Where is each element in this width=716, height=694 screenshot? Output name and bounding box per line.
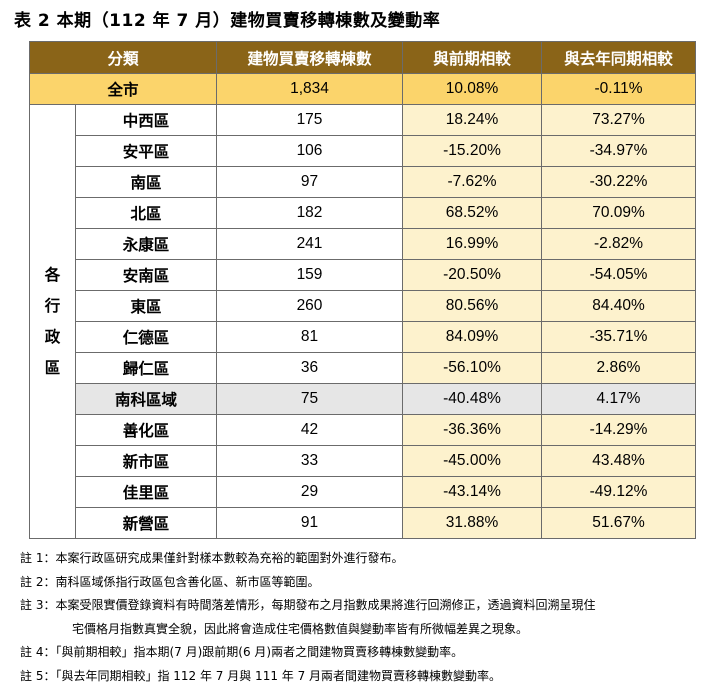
note-5: 註 5：「與去年同期相較」指 112 年 7 月與 111 年 7 月兩者間建物…	[20, 668, 502, 683]
table-row: 南區 97 -7.62% -30.22%	[30, 166, 696, 198]
table-row: 各 行 政 區 中西區 175 18.24% 73.27%	[29, 104, 696, 539]
total-row: 全市 1,834 10.08% -0.11%	[29, 73, 696, 105]
district-yoy: 73.27%	[541, 104, 696, 136]
note-3: 註 3：本案受限實價登錄資料有時間落差情形，每期發布之月指數成果將進行回溯修正，…	[20, 598, 596, 613]
district-name: 善化區	[75, 414, 217, 446]
district-prev: 80.56%	[402, 290, 542, 322]
district-yoy: 70.09%	[541, 197, 696, 229]
header-count: 建物買賣移轉棟數	[216, 41, 403, 74]
table-row: 新市區 33 -45.00% 43.48%	[30, 445, 696, 477]
table-row: 歸仁區 36 -56.10% 2.86%	[30, 352, 696, 384]
district-prev: 16.99%	[402, 228, 542, 260]
district-name: 東區	[75, 290, 217, 322]
note-1: 註 1：本案行政區研究成果僅針對樣本數較為充裕的範圍對外進行發布。	[20, 551, 404, 565]
district-prev: -56.10%	[402, 352, 542, 384]
district-prev: -7.62%	[402, 166, 542, 198]
table-row: 善化區 42 -36.36% -14.29%	[30, 414, 696, 446]
total-prev: 10.08%	[402, 73, 542, 105]
district-count: 33	[216, 445, 403, 477]
transfer-table: 分類 建物買賣移轉棟數 與前期相較 與去年同期相較 全市 1,834 10.08…	[29, 41, 696, 539]
district-name: 歸仁區	[75, 352, 217, 384]
district-count: 106	[216, 135, 403, 167]
district-name: 永康區	[75, 228, 217, 260]
note-3-continued: 宅價格月指數真實全貌，因此將會造成住宅價格數值與變動率皆有所微幅差異之現象。	[72, 621, 529, 636]
district-yoy: 43.48%	[541, 445, 696, 477]
district-prev: 68.52%	[402, 197, 542, 229]
table-row: 佳里區 29 -43.14% -49.12%	[30, 476, 696, 508]
district-prev: 18.24%	[402, 104, 542, 136]
group-char: 政	[44, 328, 61, 346]
district-count: 91	[216, 507, 403, 539]
district-name: 北區	[75, 197, 217, 229]
table-row: 仁德區 81 84.09% -35.71%	[30, 321, 696, 353]
district-count: 175	[216, 104, 403, 136]
district-count: 75	[216, 383, 403, 415]
table-row: 安平區 106 -15.20% -34.97%	[30, 135, 696, 167]
district-count: 182	[216, 197, 403, 229]
header-prev: 與前期相較	[402, 41, 542, 74]
header-category: 分類	[29, 41, 217, 74]
group-char: 行	[44, 297, 61, 315]
table-row: 東區 260 80.56% 84.40%	[30, 290, 696, 322]
district-yoy: -14.29%	[541, 414, 696, 446]
district-name: 新營區	[75, 507, 217, 539]
district-name: 仁德區	[75, 321, 217, 353]
district-count: 29	[216, 476, 403, 508]
total-name: 全市	[29, 73, 217, 105]
header-yoy: 與去年同期相較	[541, 41, 696, 74]
district-yoy: 84.40%	[541, 290, 696, 322]
district-prev: -15.20%	[402, 135, 542, 167]
district-prev: 84.09%	[402, 321, 542, 353]
district-name: 安南區	[75, 259, 217, 291]
district-yoy: -34.97%	[541, 135, 696, 167]
district-yoy: -30.22%	[541, 166, 696, 198]
district-count: 81	[216, 321, 403, 353]
district-yoy: -54.05%	[541, 259, 696, 291]
total-count: 1,834	[216, 73, 403, 105]
district-name: 中西區	[75, 104, 217, 136]
district-yoy: -35.71%	[541, 321, 696, 353]
group-char: 區	[44, 359, 61, 377]
table-row: 北區 182 68.52% 70.09%	[30, 197, 696, 229]
table-row-special: 南科區域 75 -40.48% 4.17%	[30, 383, 696, 415]
district-count: 260	[216, 290, 403, 322]
district-prev: -36.36%	[402, 414, 542, 446]
district-prev: -20.50%	[402, 259, 542, 291]
district-name: 新市區	[75, 445, 217, 477]
district-yoy: 4.17%	[541, 383, 696, 415]
district-count: 42	[216, 414, 403, 446]
note-4: 註 4：「與前期相較」指本期(7 月)跟前期(6 月)兩者之間建物買賣移轉棟數變…	[20, 645, 464, 660]
district-yoy: 2.86%	[541, 352, 696, 384]
header-row: 分類 建物買賣移轉棟數 與前期相較 與去年同期相較	[29, 41, 696, 74]
table-row: 永康區 241 16.99% -2.82%	[30, 228, 696, 260]
table-title: 表 2 本期（112 年 7 月）建物買賣移轉棟數及變動率	[14, 11, 441, 31]
notes: 註 1：本案行政區研究成果僅針對樣本數較為充裕的範圍對外進行發布。 註 2：南科…	[20, 547, 595, 689]
district-count: 97	[216, 166, 403, 198]
note-2: 註 2：南科區域係指行政區包含善化區、新市區等範圍。	[20, 574, 320, 589]
district-prev: -40.48%	[402, 383, 542, 415]
table-row: 安南區 159 -20.50% -54.05%	[30, 259, 696, 291]
group-label: 各 行 政 區	[29, 104, 76, 539]
table-row: 新營區 91 31.88% 51.67%	[30, 507, 696, 539]
group-char: 各	[44, 266, 61, 284]
district-name: 佳里區	[75, 476, 217, 508]
total-yoy: -0.11%	[541, 73, 696, 105]
district-yoy: -2.82%	[541, 228, 696, 260]
district-prev: -45.00%	[402, 445, 542, 477]
district-name: 安平區	[75, 135, 217, 167]
district-count: 241	[216, 228, 403, 260]
district-count: 36	[216, 352, 403, 384]
district-name: 南科區域	[75, 383, 217, 415]
district-yoy: 51.67%	[541, 507, 696, 539]
district-yoy: -49.12%	[541, 476, 696, 508]
district-name: 南區	[75, 166, 217, 198]
district-count: 159	[216, 259, 403, 291]
district-prev: -43.14%	[402, 476, 542, 508]
district-prev: 31.88%	[402, 507, 542, 539]
